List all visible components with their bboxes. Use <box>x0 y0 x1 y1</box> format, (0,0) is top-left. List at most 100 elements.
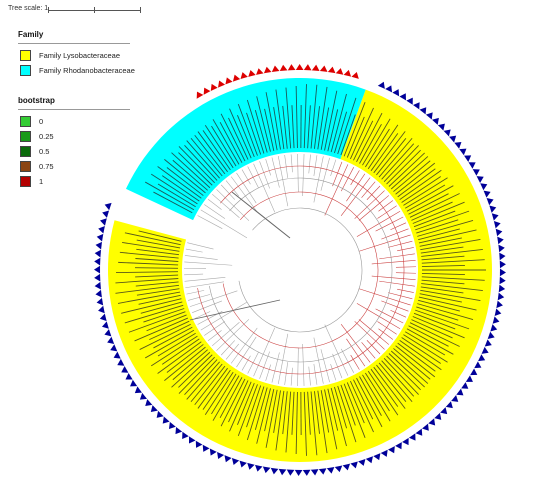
leaf-label <box>172 349 208 381</box>
tree-root-branch <box>231 191 291 239</box>
tree-branch <box>361 181 376 198</box>
tree-branch <box>241 355 251 371</box>
leaf-label <box>346 116 365 158</box>
leaf-label <box>157 332 196 357</box>
clade-marker <box>295 64 304 71</box>
clade-marker <box>456 388 464 396</box>
clade-marker <box>489 205 497 213</box>
leaf-label <box>417 303 474 321</box>
leaf-label <box>393 348 431 380</box>
clade-marker <box>380 449 388 457</box>
tree-branch <box>207 198 222 210</box>
clade-marker <box>196 91 204 99</box>
tree-branch <box>313 337 324 384</box>
clade-marker <box>491 213 499 221</box>
clade-marker <box>432 117 439 125</box>
leaf-label <box>212 375 240 421</box>
clade-marker <box>499 252 506 261</box>
leaf-label <box>256 388 271 444</box>
clade-marker <box>412 102 420 110</box>
leaf-label <box>202 369 231 410</box>
leaf-label <box>421 283 483 291</box>
leaf-label <box>420 289 481 301</box>
leaf-label <box>390 156 429 190</box>
leaf-label <box>337 385 357 443</box>
tree-branch <box>379 280 415 287</box>
tree-branch <box>397 247 414 252</box>
tree-branch <box>302 343 305 386</box>
clade-marker <box>182 431 189 439</box>
leaf-label <box>140 301 183 314</box>
tree-branch <box>340 348 355 373</box>
clade-marker <box>440 407 448 415</box>
leaf-label <box>409 193 460 218</box>
leaf-label <box>418 299 460 312</box>
bootstrap-item: 0.25 <box>20 129 168 144</box>
clade-marker <box>130 379 138 387</box>
leaf-label <box>401 337 442 364</box>
clade-marker <box>255 464 263 472</box>
clade-marker <box>210 83 218 92</box>
clade-marker <box>279 64 288 72</box>
leaf-label <box>409 322 460 347</box>
clade-marker <box>459 148 467 156</box>
leaf-label <box>411 201 453 221</box>
clade-marker <box>472 169 480 176</box>
tree-branch <box>375 308 404 324</box>
leaf-label <box>145 181 195 211</box>
clade-marker <box>497 236 504 245</box>
clade-marker <box>224 455 232 463</box>
leaf-label <box>340 114 356 156</box>
clade-marker <box>99 313 107 322</box>
leaf-label <box>157 183 196 208</box>
tree-branch <box>184 261 233 266</box>
clade-marker <box>449 135 457 143</box>
tree-branch <box>259 351 270 379</box>
leaf-label <box>317 390 328 454</box>
clade-marker <box>461 382 469 389</box>
leaf-label <box>419 293 462 303</box>
leaf-label <box>246 99 265 154</box>
tree-branch <box>390 222 407 231</box>
leaf-label <box>178 152 213 186</box>
leaf-label <box>320 107 330 150</box>
tree-branch <box>297 154 299 193</box>
clade-marker <box>94 273 101 282</box>
clade-marker <box>406 97 413 105</box>
leaf-label <box>135 258 179 262</box>
leaf-label <box>291 391 295 435</box>
leaf-label <box>356 112 383 163</box>
leaf-label <box>220 113 246 162</box>
legend-label: 0.75 <box>39 162 54 171</box>
leaf-label <box>418 229 477 244</box>
clade-marker <box>422 423 429 431</box>
leaf-label <box>197 131 228 173</box>
family-sector-lysobacteraceae <box>108 89 492 462</box>
leaf-label <box>285 87 292 149</box>
clade-marker <box>287 64 296 71</box>
clade-marker <box>121 366 129 373</box>
clade-marker <box>232 74 241 82</box>
clade-marker <box>451 395 459 402</box>
leaf-label <box>408 325 449 347</box>
leaf-label <box>403 334 448 363</box>
tree-branch <box>397 288 414 293</box>
tree-branch <box>184 273 204 276</box>
leaf-label <box>421 272 465 276</box>
tree-branch <box>290 367 293 386</box>
clade-marker <box>464 155 472 162</box>
leaf-label <box>282 105 288 149</box>
leaf-label <box>421 276 485 281</box>
tree-branch <box>236 172 257 204</box>
leaf-label <box>194 134 226 175</box>
clade-marker <box>334 465 343 473</box>
clade-marker <box>476 176 484 183</box>
legend-divider <box>18 43 130 44</box>
tree-branch <box>395 272 416 274</box>
legend-swatch <box>20 116 31 127</box>
clade-marker <box>445 401 453 409</box>
leaf-label <box>228 117 249 160</box>
leaf-label <box>408 193 449 215</box>
leaf-label <box>419 237 462 247</box>
leaf-label <box>406 328 454 355</box>
